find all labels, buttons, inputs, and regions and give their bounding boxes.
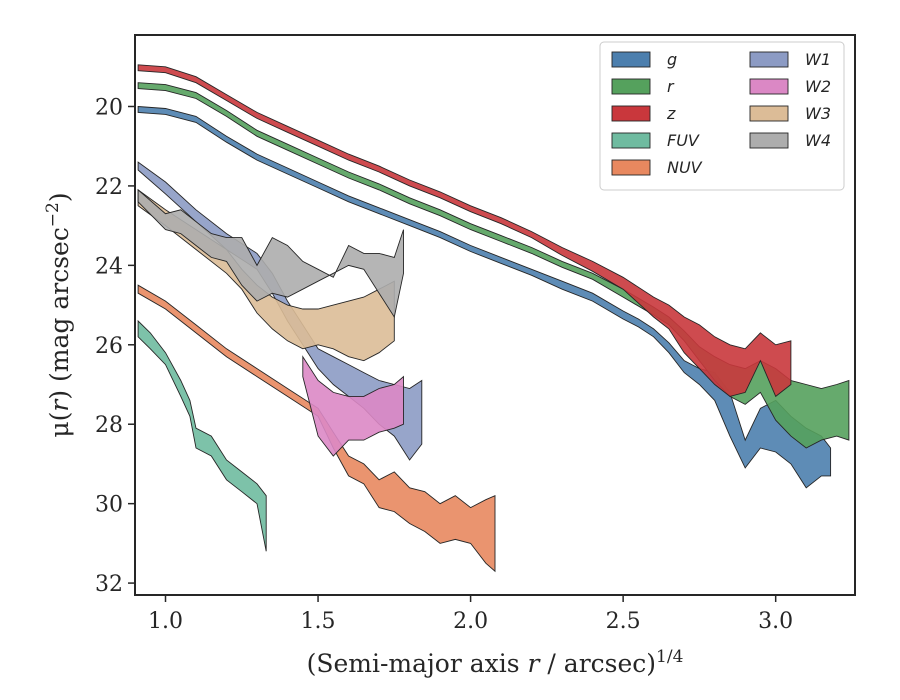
x-tick-label: 3.0 xyxy=(758,609,793,634)
y-tick-label: 30 xyxy=(95,493,123,518)
y-axis-label: μ(r) (mag arcsec−2) xyxy=(43,192,74,437)
legend-label-w2: W2 xyxy=(805,77,831,96)
legend-swatch-z xyxy=(611,105,651,122)
y-tick-label: 26 xyxy=(95,334,123,359)
x-tick-label: 2.0 xyxy=(453,609,488,634)
legend-swatch-w3 xyxy=(749,105,789,122)
legend-swatch-g xyxy=(611,51,651,68)
axes: 1.0 1.5 2.0 2.5 3.0 20 22 24 26 28 30 32 xyxy=(95,34,856,634)
profile-bands xyxy=(137,64,850,573)
y-tick-label: 32 xyxy=(95,572,123,597)
legend-swatch-w2 xyxy=(749,78,789,95)
legend-label-g: g xyxy=(667,50,677,69)
y-tick-label: 20 xyxy=(95,95,123,120)
band-w4 xyxy=(137,188,404,319)
x-tick-label: 1.0 xyxy=(148,609,183,634)
x-tick-label: 1.5 xyxy=(301,609,336,634)
band-w2 xyxy=(302,355,404,457)
y-tick-label: 22 xyxy=(95,175,123,200)
legend-label-w3: W3 xyxy=(805,104,831,123)
band-z xyxy=(137,64,792,398)
legend-label-w4: W4 xyxy=(805,131,831,150)
x-axis-label: (Semi-major axis r / arcsec)1/4 xyxy=(307,647,684,678)
band-g xyxy=(137,106,832,489)
band-fuv xyxy=(137,319,267,552)
legend-swatch-w1 xyxy=(749,51,789,68)
legend-swatch-w4 xyxy=(749,132,789,149)
plot-frame xyxy=(134,34,856,596)
legend: grz FUV NUV W1 W2 W3 W4 xyxy=(599,41,845,191)
legend-swatch-r xyxy=(611,78,651,95)
x-tick-label: 2.5 xyxy=(606,609,641,634)
legend-swatch-nuv xyxy=(611,159,651,176)
legend-label-fuv: FUV xyxy=(667,131,700,150)
legend-label-w1: W1 xyxy=(805,50,831,69)
y-tick-label: 28 xyxy=(95,413,123,438)
legend-swatch-fuv xyxy=(611,132,651,149)
legend-label-r: r xyxy=(667,77,675,96)
band-r xyxy=(137,82,850,449)
legend-label-nuv: NUV xyxy=(667,158,703,177)
legend-label-z: z xyxy=(666,104,676,123)
y-tick-label: 24 xyxy=(95,254,123,279)
